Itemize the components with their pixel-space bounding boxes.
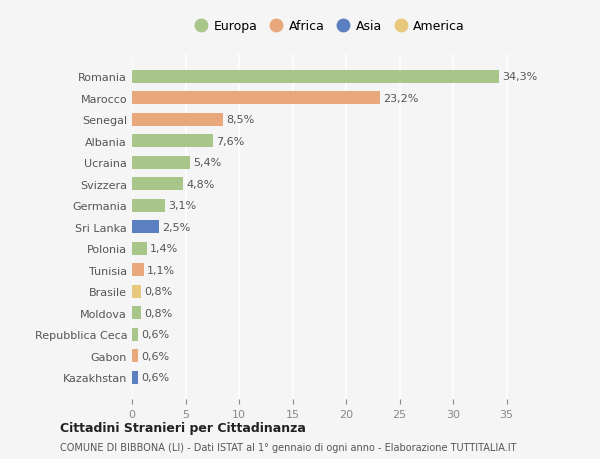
Bar — [132, 92, 380, 105]
Text: 0,8%: 0,8% — [144, 286, 172, 297]
Bar — [132, 263, 144, 276]
Text: 5,4%: 5,4% — [193, 158, 221, 168]
Text: 0,8%: 0,8% — [144, 308, 172, 318]
Bar — [132, 242, 147, 255]
Text: Cittadini Stranieri per Cittadinanza: Cittadini Stranieri per Cittadinanza — [60, 421, 306, 435]
Bar — [132, 221, 159, 234]
Text: 23,2%: 23,2% — [383, 94, 419, 104]
Bar — [132, 328, 139, 341]
Bar — [132, 199, 165, 212]
Text: 1,1%: 1,1% — [147, 265, 175, 275]
Bar — [132, 178, 184, 191]
Text: 2,5%: 2,5% — [162, 222, 190, 232]
Text: 7,6%: 7,6% — [217, 136, 245, 146]
Text: 8,5%: 8,5% — [226, 115, 254, 125]
Bar — [132, 285, 140, 298]
Text: COMUNE DI BIBBONA (LI) - Dati ISTAT al 1° gennaio di ogni anno - Elaborazione TU: COMUNE DI BIBBONA (LI) - Dati ISTAT al 1… — [60, 442, 517, 452]
Bar — [132, 71, 499, 84]
Bar — [132, 371, 139, 384]
Text: 3,1%: 3,1% — [169, 201, 197, 211]
Text: 0,6%: 0,6% — [142, 372, 170, 382]
Text: 1,4%: 1,4% — [150, 244, 178, 254]
Legend: Europa, Africa, Asia, America: Europa, Africa, Asia, America — [191, 17, 469, 37]
Bar — [132, 113, 223, 127]
Text: 0,6%: 0,6% — [142, 351, 170, 361]
Bar — [132, 349, 139, 362]
Bar — [132, 135, 214, 148]
Text: 34,3%: 34,3% — [502, 72, 538, 82]
Text: 4,8%: 4,8% — [187, 179, 215, 189]
Bar — [132, 307, 140, 319]
Bar — [132, 157, 190, 169]
Text: 0,6%: 0,6% — [142, 330, 170, 339]
